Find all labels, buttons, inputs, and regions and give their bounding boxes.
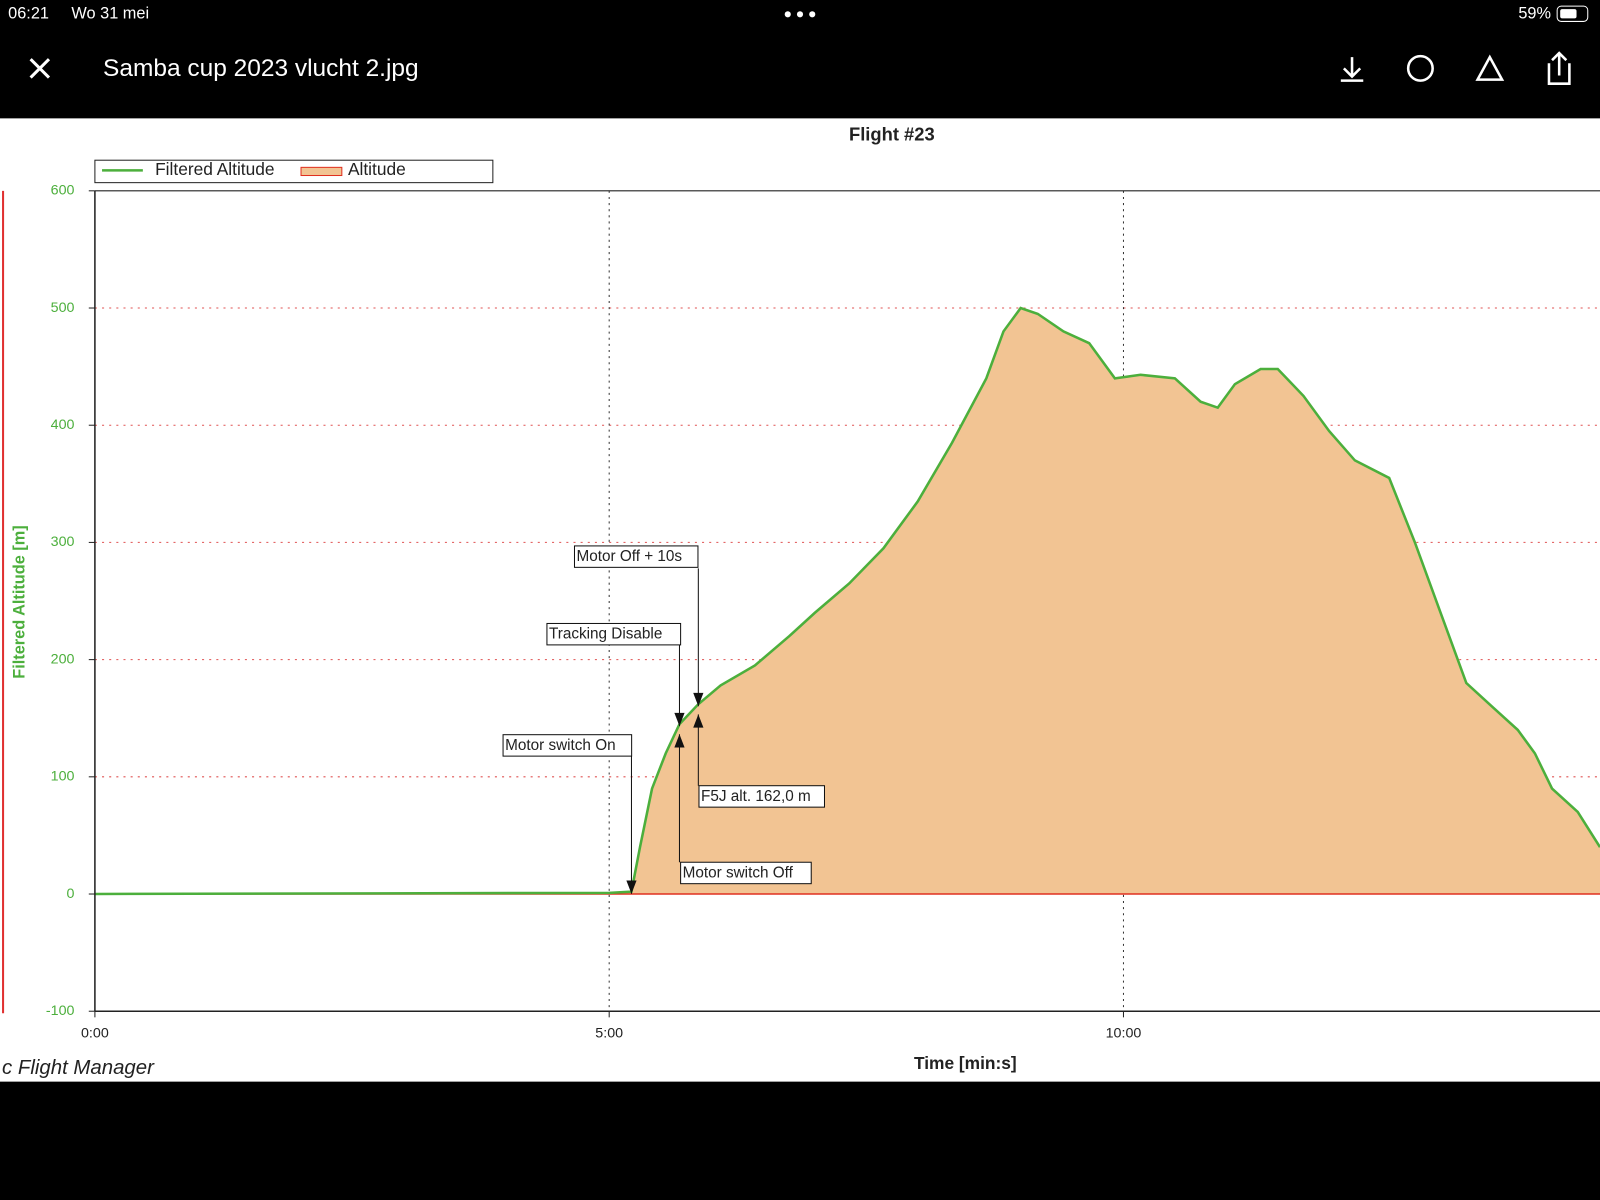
y-axis-label: Filtered Altitude [m] xyxy=(11,525,29,678)
share-button[interactable] xyxy=(1547,51,1571,85)
file-title: Samba cup 2023 vlucht 2.jpg xyxy=(103,55,419,82)
x-axis-label: Time [min:s] xyxy=(914,1053,1017,1073)
annotation-box xyxy=(680,861,812,885)
annotation-label: F5J alt. 162,0 m xyxy=(701,788,811,805)
annotation-arrow xyxy=(626,880,637,894)
annotation-box xyxy=(698,785,825,808)
chart-title: Flight #23 xyxy=(849,124,935,145)
battery-label: 59% xyxy=(1518,5,1551,23)
annotation-arrow xyxy=(674,734,685,748)
y-tick-label: 400 xyxy=(51,417,75,433)
download-button[interactable] xyxy=(1340,57,1364,82)
altitude-area xyxy=(94,308,1600,895)
legend-swatch xyxy=(300,166,343,177)
annotation-box xyxy=(573,545,699,568)
x-tick-label: 5:00 xyxy=(595,1025,623,1041)
footer: c Flight Manager xyxy=(2,1057,155,1079)
status-date: Wo 31 mei xyxy=(71,5,149,23)
y-tick-label: -100 xyxy=(46,1003,75,1019)
x-tick-label: 0:00 xyxy=(81,1025,109,1041)
y-tick-label: 0 xyxy=(67,886,75,902)
y-tick-label: 200 xyxy=(51,651,75,667)
annotation-label: Tracking Disable xyxy=(549,626,662,643)
legend-label: Filtered Altitude xyxy=(155,159,274,179)
annotation-box xyxy=(546,622,682,646)
battery-level xyxy=(1560,9,1577,19)
annotation-label: Motor switch On xyxy=(505,737,616,754)
x-tick-label: 10:00 xyxy=(1106,1025,1142,1041)
status-time: 06:21 xyxy=(8,5,49,23)
y-tick-label: 500 xyxy=(51,300,75,316)
annotation-box xyxy=(502,734,633,757)
annotation-arrow xyxy=(674,712,685,727)
annotation-arrow xyxy=(693,714,704,728)
legend xyxy=(94,159,494,184)
overlay: -100 0 100 200 300 400 500 600 0:00 5:00 10:00 Filt… xyxy=(46,159,1600,1041)
close-button[interactable] xyxy=(29,58,51,79)
annotation-label: Motor switch Off xyxy=(683,865,794,882)
annotation-label: Motor Off + 10s xyxy=(577,548,683,565)
y-tick-label: 100 xyxy=(51,769,75,785)
y-tick-label: 600 xyxy=(51,183,75,199)
y-tick-label: 300 xyxy=(51,534,75,550)
annotation-arrow xyxy=(693,692,704,707)
drive-button[interactable] xyxy=(1475,54,1505,81)
pinwheel-button[interactable] xyxy=(1406,54,1434,82)
dots xyxy=(784,11,816,18)
battery-icon xyxy=(1556,5,1589,22)
legend-label: Altitude xyxy=(348,159,406,179)
